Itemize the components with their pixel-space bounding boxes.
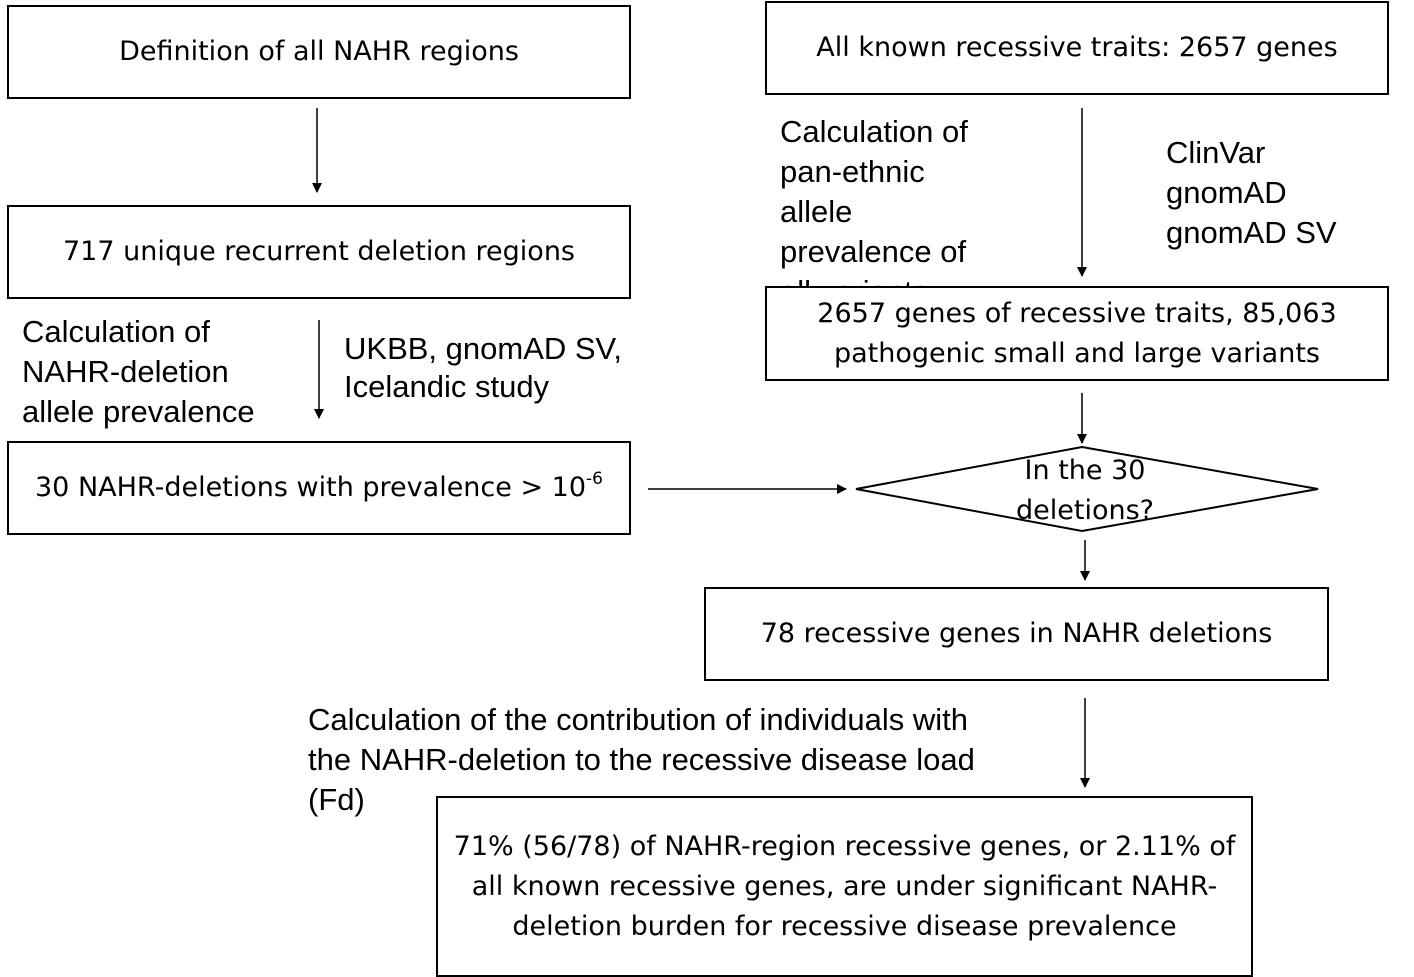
label-line: NAHR-deletion	[22, 354, 229, 389]
deletions-main-text: 30 NAHR-deletions with prevalence > 10	[35, 472, 587, 504]
box-unique-deletion-regions-text: 717 unique recurrent deletion regions	[62, 236, 575, 268]
text-line: all known recessive genes, are under sig…	[471, 870, 1218, 902]
box-recessive-traits: All known recessive traits: 2657 genes	[765, 1, 1389, 95]
label-line: pan-ethnic	[780, 154, 925, 189]
label-line: (Fd)	[308, 782, 365, 817]
text-line: 2657 genes of recessive traits, 85,063	[817, 297, 1337, 329]
box-recessive-genes-variants-text: 2657 genes of recessive traits, 85,063 p…	[817, 294, 1336, 374]
label-line: allele prevalence	[22, 394, 255, 429]
label-line: ClinVar	[1166, 135, 1266, 170]
label-line: all variants	[780, 272, 968, 286]
label-line: allele	[780, 194, 853, 229]
label-line: the NAHR-deletion to the recessive disea…	[308, 742, 975, 777]
box-nahr-recessive-genes: 78 recessive genes in NAHR deletions	[704, 587, 1329, 681]
label-fd-calculation: Calculation of the contribution of indiv…	[308, 700, 975, 820]
label-variant-sources: ClinVar gnomAD gnomAD SV	[1166, 133, 1337, 253]
decision-label: In the 30 deletions?	[985, 451, 1185, 531]
label-nahr-calculation: Calculation of NAHR-deletion allele prev…	[22, 312, 255, 432]
label-nahr-sources: UKBB, gnomAD SV, Icelandic study	[344, 330, 622, 406]
label-line: prevalence of	[780, 234, 967, 269]
box-nahr-deletions-text: 30 NAHR-deletions with prevalence > 10-6	[35, 468, 603, 507]
box-unique-deletion-regions: 717 unique recurrent deletion regions	[7, 205, 631, 299]
label-panethnic-calculation: Calculation of pan-ethnic allele prevale…	[780, 112, 968, 286]
label-line: Calculation of	[780, 114, 968, 149]
label-line: In the 30	[1024, 455, 1146, 486]
label-line: Calculation of the contribution of indiv…	[308, 702, 968, 737]
text-line: deletion burden for recessive disease pr…	[512, 910, 1177, 942]
box-nahr-regions: Definition of all NAHR regions	[7, 5, 631, 99]
box-result-text: 71% (56/78) of NAHR-region recessive gen…	[454, 827, 1236, 947]
label-line: UKBB, gnomAD SV,	[344, 331, 622, 366]
deletions-exponent: -6	[586, 469, 603, 490]
label-line: Calculation of	[22, 314, 210, 349]
label-line: Icelandic study	[344, 369, 550, 404]
box-nahr-recessive-genes-text: 78 recessive genes in NAHR deletions	[760, 618, 1273, 650]
box-recessive-traits-text: All known recessive traits: 2657 genes	[816, 32, 1338, 64]
box-nahr-regions-text: Definition of all NAHR regions	[119, 36, 519, 68]
label-line: deletions?	[1016, 495, 1154, 526]
box-recessive-genes-variants: 2657 genes of recessive traits, 85,063 p…	[765, 286, 1389, 381]
text-line: 71% (56/78) of NAHR-region recessive gen…	[453, 830, 1236, 862]
decision-diamond	[855, 445, 1319, 533]
text-line: pathogenic small and large variants	[833, 337, 1320, 369]
label-line: gnomAD SV	[1166, 215, 1337, 250]
box-result: 71% (56/78) of NAHR-region recessive gen…	[436, 796, 1253, 977]
label-line: gnomAD	[1166, 175, 1287, 210]
box-nahr-deletions: 30 NAHR-deletions with prevalence > 10-6	[7, 441, 631, 535]
